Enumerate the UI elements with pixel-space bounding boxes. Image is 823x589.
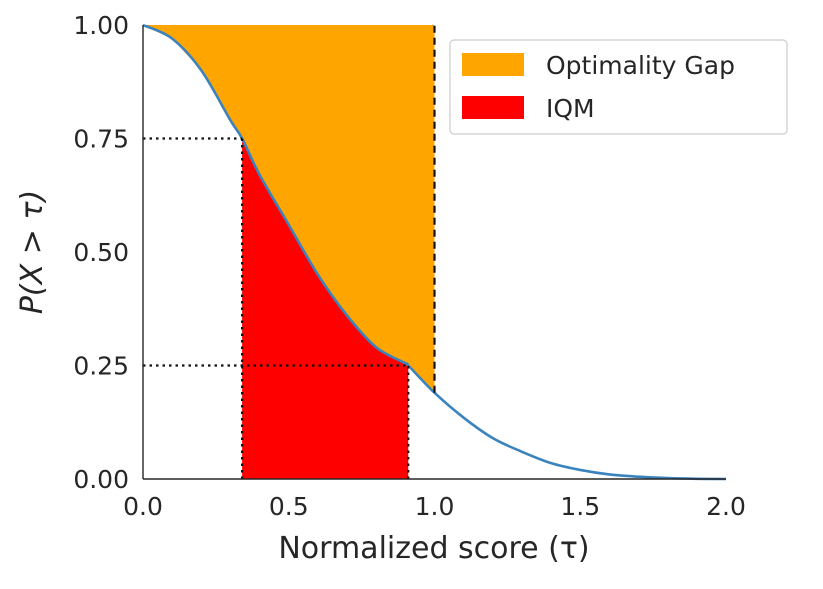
legend-label-optimality-gap: Optimality Gap	[546, 51, 735, 80]
legend-swatch-iqm	[462, 96, 524, 119]
performance-profile-curve	[142, 23, 727, 481]
legend-label-iqm: IQM	[546, 94, 595, 123]
curve-layer	[142, 23, 727, 481]
y-tick-label: 0.75	[73, 125, 129, 154]
x-tick-label: 1.5	[560, 492, 600, 521]
region-optimality-gap	[143, 25, 435, 393]
y-tick-label: 0.50	[73, 238, 129, 267]
y-axis-title: P(X > τ)	[15, 190, 50, 314]
reference-lines	[143, 25, 436, 479]
legend-frame	[449, 39, 788, 135]
x-tick-label: 1.0	[415, 492, 455, 521]
shaded-regions	[143, 25, 435, 479]
y-tick-label: 0.00	[73, 465, 129, 494]
legend-swatch-optimality-gap	[462, 53, 524, 76]
x-tick-label: 0.0	[123, 492, 163, 521]
axes: 0.0 0.5 1.0 1.5 2.0 0.00 0.25 0.50 0.75 1.00	[73, 11, 746, 521]
legend: Optimality Gap IQM	[449, 39, 788, 135]
x-tick-label: 2.0	[706, 492, 746, 521]
x-axis-title: Normalized score (τ)	[278, 531, 589, 566]
y-tick-label: 0.25	[73, 352, 129, 381]
x-tick-label: 0.5	[269, 492, 309, 521]
y-tick-label: 1.00	[73, 11, 129, 40]
region-iqm	[242, 138, 409, 479]
